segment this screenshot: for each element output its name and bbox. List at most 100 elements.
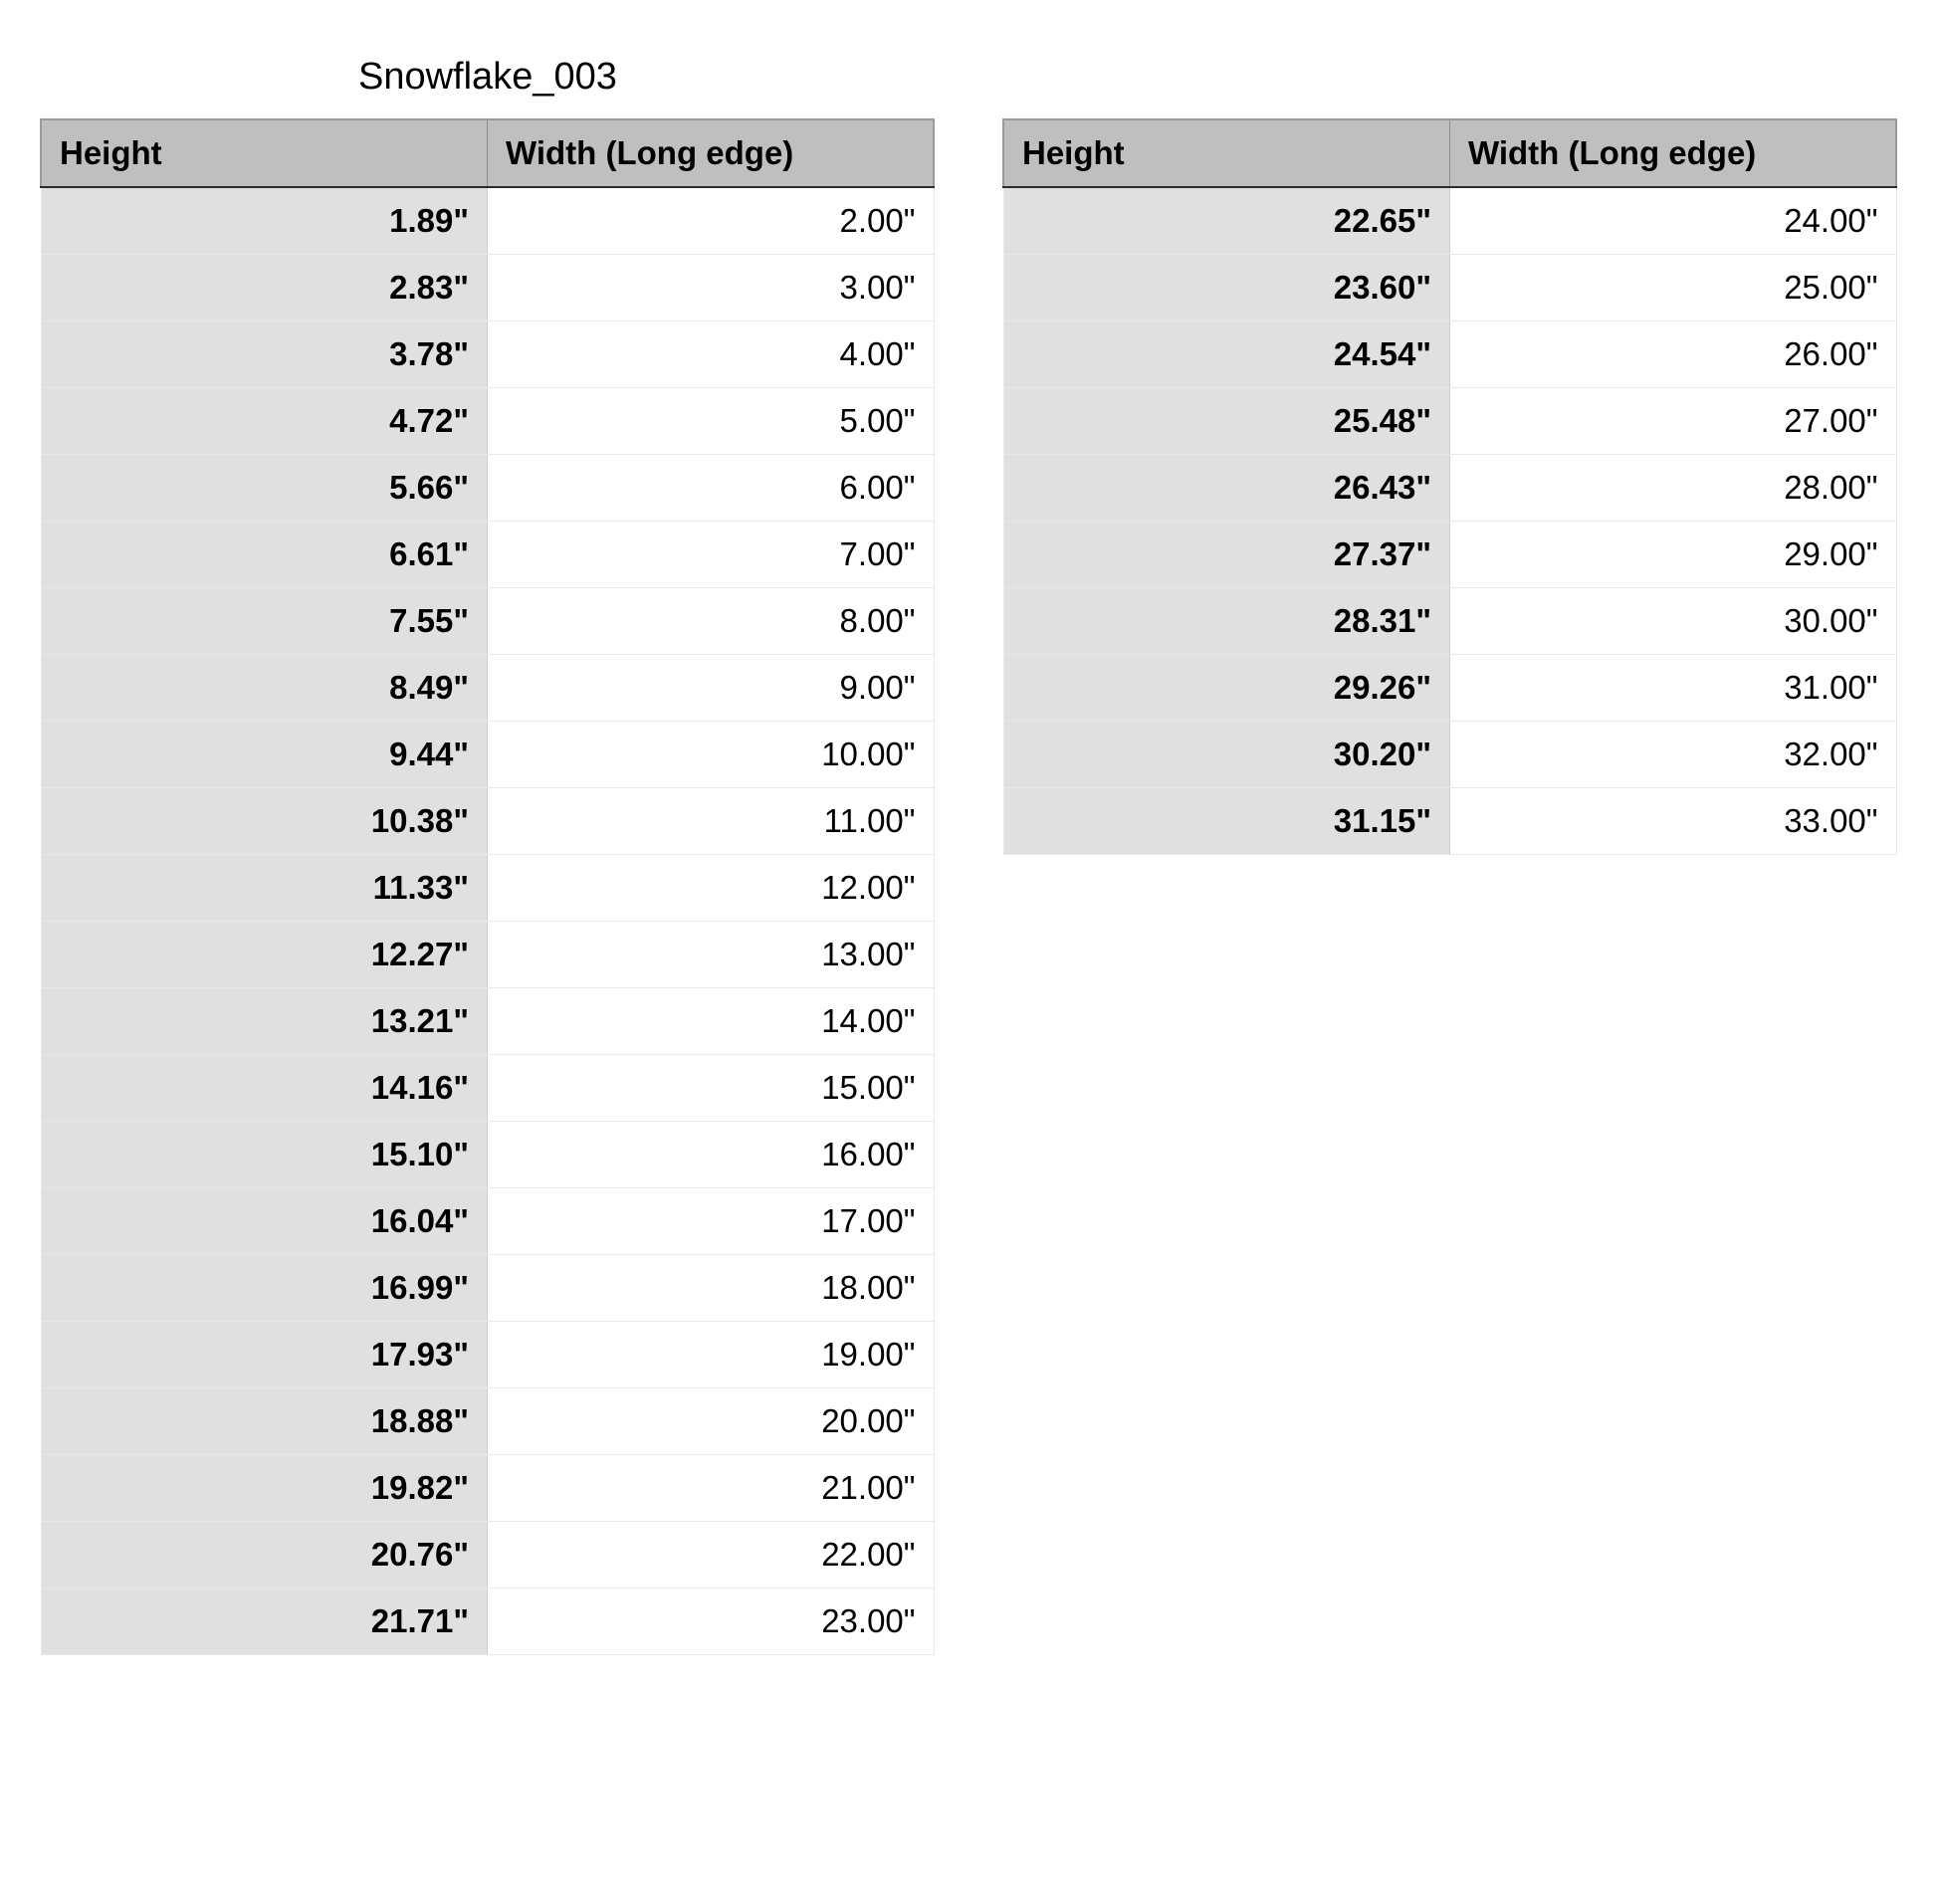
width-cell: 25.00" bbox=[1450, 255, 1897, 321]
height-cell: 10.38" bbox=[41, 788, 488, 855]
width-cell: 18.00" bbox=[488, 1255, 935, 1322]
table-row: 16.04"17.00" bbox=[41, 1188, 934, 1255]
table-body-2: 22.65"24.00"23.60"25.00"24.54"26.00"25.4… bbox=[1003, 187, 1896, 855]
height-cell: 16.99" bbox=[41, 1255, 488, 1322]
height-cell: 7.55" bbox=[41, 588, 488, 655]
height-cell: 17.93" bbox=[41, 1322, 488, 1388]
height-cell: 1.89" bbox=[41, 187, 488, 255]
width-cell: 14.00" bbox=[488, 988, 935, 1055]
width-cell: 6.00" bbox=[488, 455, 935, 522]
height-cell: 12.27" bbox=[41, 922, 488, 988]
height-cell: 26.43" bbox=[1003, 455, 1450, 522]
table-row: 25.48"27.00" bbox=[1003, 388, 1896, 455]
height-cell: 5.66" bbox=[41, 455, 488, 522]
table-row: 14.16"15.00" bbox=[41, 1055, 934, 1122]
width-cell: 20.00" bbox=[488, 1388, 935, 1455]
width-cell: 4.00" bbox=[488, 321, 935, 388]
width-cell: 21.00" bbox=[488, 1455, 935, 1522]
width-cell: 15.00" bbox=[488, 1055, 935, 1122]
height-cell: 8.49" bbox=[41, 655, 488, 722]
col-header-height: Height bbox=[41, 119, 488, 187]
height-cell: 15.10" bbox=[41, 1122, 488, 1188]
table-row: 16.99"18.00" bbox=[41, 1255, 934, 1322]
width-cell: 29.00" bbox=[1450, 522, 1897, 588]
table-row: 10.38"11.00" bbox=[41, 788, 934, 855]
table-row: 20.76"22.00" bbox=[41, 1522, 934, 1588]
table-row: 12.27"13.00" bbox=[41, 922, 934, 988]
table-row: 18.88"20.00" bbox=[41, 1388, 934, 1455]
col-header-width: Width (Long edge) bbox=[1450, 119, 1897, 187]
width-cell: 33.00" bbox=[1450, 788, 1897, 855]
dimensions-table-2: Height Width (Long edge) 22.65"24.00"23.… bbox=[1002, 118, 1897, 855]
table-row: 28.31"30.00" bbox=[1003, 588, 1896, 655]
height-cell: 20.76" bbox=[41, 1522, 488, 1588]
tables-container: Height Width (Long edge) 1.89"2.00"2.83"… bbox=[40, 118, 1897, 1655]
table-row: 3.78"4.00" bbox=[41, 321, 934, 388]
dimensions-table-1: Height Width (Long edge) 1.89"2.00"2.83"… bbox=[40, 118, 935, 1655]
height-cell: 30.20" bbox=[1003, 722, 1450, 788]
table-row: 9.44"10.00" bbox=[41, 722, 934, 788]
table-row: 29.26"31.00" bbox=[1003, 655, 1896, 722]
page-title: Snowflake_003 bbox=[358, 56, 1897, 99]
table-row: 7.55"8.00" bbox=[41, 588, 934, 655]
table-row: 15.10"16.00" bbox=[41, 1122, 934, 1188]
table-body-1: 1.89"2.00"2.83"3.00"3.78"4.00"4.72"5.00"… bbox=[41, 187, 934, 1655]
height-cell: 25.48" bbox=[1003, 388, 1450, 455]
width-cell: 23.00" bbox=[488, 1588, 935, 1655]
width-cell: 30.00" bbox=[1450, 588, 1897, 655]
height-cell: 4.72" bbox=[41, 388, 488, 455]
width-cell: 31.00" bbox=[1450, 655, 1897, 722]
width-cell: 32.00" bbox=[1450, 722, 1897, 788]
width-cell: 7.00" bbox=[488, 522, 935, 588]
table-header-row: Height Width (Long edge) bbox=[1003, 119, 1896, 187]
table-row: 17.93"19.00" bbox=[41, 1322, 934, 1388]
height-cell: 18.88" bbox=[41, 1388, 488, 1455]
table-row: 26.43"28.00" bbox=[1003, 455, 1896, 522]
height-cell: 6.61" bbox=[41, 522, 488, 588]
table-row: 27.37"29.00" bbox=[1003, 522, 1896, 588]
height-cell: 13.21" bbox=[41, 988, 488, 1055]
height-cell: 14.16" bbox=[41, 1055, 488, 1122]
table-header-row: Height Width (Long edge) bbox=[41, 119, 934, 187]
width-cell: 26.00" bbox=[1450, 321, 1897, 388]
col-header-width: Width (Long edge) bbox=[488, 119, 935, 187]
height-cell: 31.15" bbox=[1003, 788, 1450, 855]
height-cell: 28.31" bbox=[1003, 588, 1450, 655]
height-cell: 19.82" bbox=[41, 1455, 488, 1522]
table-row: 24.54"26.00" bbox=[1003, 321, 1896, 388]
width-cell: 2.00" bbox=[488, 187, 935, 255]
table-row: 23.60"25.00" bbox=[1003, 255, 1896, 321]
width-cell: 9.00" bbox=[488, 655, 935, 722]
table-row: 19.82"21.00" bbox=[41, 1455, 934, 1522]
height-cell: 27.37" bbox=[1003, 522, 1450, 588]
width-cell: 28.00" bbox=[1450, 455, 1897, 522]
table-row: 5.66"6.00" bbox=[41, 455, 934, 522]
height-cell: 24.54" bbox=[1003, 321, 1450, 388]
table-row: 6.61"7.00" bbox=[41, 522, 934, 588]
table-row: 1.89"2.00" bbox=[41, 187, 934, 255]
width-cell: 19.00" bbox=[488, 1322, 935, 1388]
height-cell: 22.65" bbox=[1003, 187, 1450, 255]
height-cell: 29.26" bbox=[1003, 655, 1450, 722]
table-row: 22.65"24.00" bbox=[1003, 187, 1896, 255]
height-cell: 23.60" bbox=[1003, 255, 1450, 321]
width-cell: 10.00" bbox=[488, 722, 935, 788]
table-row: 30.20"32.00" bbox=[1003, 722, 1896, 788]
height-cell: 11.33" bbox=[41, 855, 488, 922]
table-row: 31.15"33.00" bbox=[1003, 788, 1896, 855]
table-row: 8.49"9.00" bbox=[41, 655, 934, 722]
height-cell: 2.83" bbox=[41, 255, 488, 321]
height-cell: 21.71" bbox=[41, 1588, 488, 1655]
width-cell: 17.00" bbox=[488, 1188, 935, 1255]
width-cell: 3.00" bbox=[488, 255, 935, 321]
width-cell: 5.00" bbox=[488, 388, 935, 455]
height-cell: 3.78" bbox=[41, 321, 488, 388]
table-row: 11.33"12.00" bbox=[41, 855, 934, 922]
width-cell: 16.00" bbox=[488, 1122, 935, 1188]
width-cell: 8.00" bbox=[488, 588, 935, 655]
height-cell: 9.44" bbox=[41, 722, 488, 788]
width-cell: 13.00" bbox=[488, 922, 935, 988]
width-cell: 11.00" bbox=[488, 788, 935, 855]
width-cell: 12.00" bbox=[488, 855, 935, 922]
col-header-height: Height bbox=[1003, 119, 1450, 187]
